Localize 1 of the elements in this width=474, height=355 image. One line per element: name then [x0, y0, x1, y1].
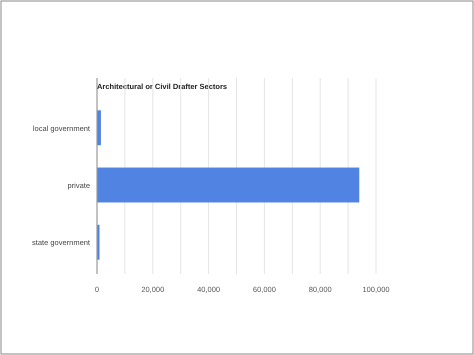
bar	[97, 168, 360, 202]
